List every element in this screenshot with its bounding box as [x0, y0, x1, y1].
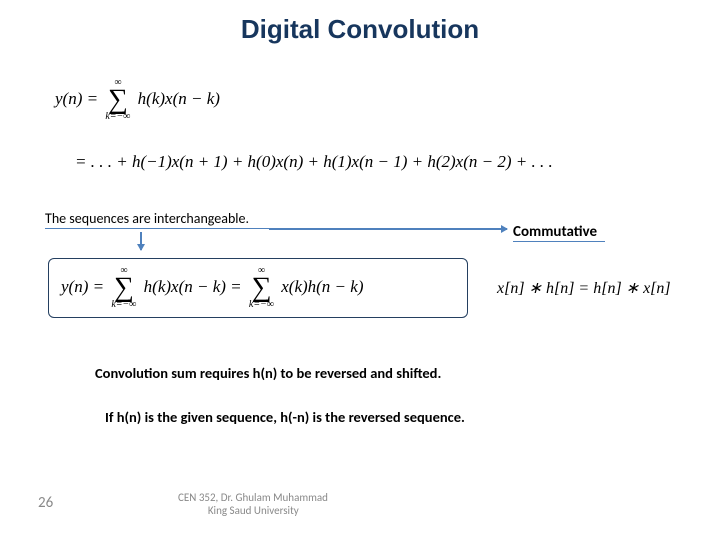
summation-symbol: ∞ ∑ k=−∞: [105, 78, 130, 122]
footer-institution: King Saud University: [208, 504, 299, 517]
eq1-lhs: y(n) =: [55, 89, 102, 108]
commutative-label: Commutative: [513, 223, 597, 241]
note-reversed-shifted: Convolution sum requires h(n) to be reve…: [95, 364, 441, 382]
boxed-equation: y(n) = ∞ ∑ k=−∞ h(k)x(n − k) = ∞ ∑ k=−∞ …: [48, 258, 468, 318]
commutative-underline: [513, 241, 605, 242]
arrow-right-icon: [269, 228, 507, 230]
commutative-identity: x[n] ∗ h[n] = h[n] ∗ x[n]: [497, 278, 671, 298]
equation-2-expanded: = . . . + h(−1)x(n + 1) + h(0)x(n) + h(1…: [75, 152, 553, 172]
summation-symbol: ∞ ∑ k=−∞: [111, 266, 136, 310]
note-underline: [45, 228, 269, 229]
interchangeable-note: The sequences are interchangeable.: [45, 210, 249, 227]
arrow-down-icon: [140, 232, 142, 250]
equation-3: y(n) = ∞ ∑ k=−∞ h(k)x(n − k) = ∞ ∑ k=−∞ …: [61, 266, 364, 310]
note-reversed-sequence: If h(n) is the given sequence, h(-n) is …: [105, 408, 465, 426]
slide-title: Digital Convolution: [0, 0, 720, 45]
footer-attribution: CEN 352, Dr. Ghulam Muhammad King Saud U…: [178, 491, 328, 519]
eq1-rhs: h(k)x(n − k): [138, 89, 220, 108]
equation-1: y(n) = ∞ ∑ k=−∞ h(k)x(n − k): [55, 78, 220, 122]
summation-symbol: ∞ ∑ k=−∞: [249, 266, 274, 310]
footer-author: CEN 352, Dr. Ghulam Muhammad: [178, 491, 328, 504]
page-number: 26: [38, 494, 53, 512]
